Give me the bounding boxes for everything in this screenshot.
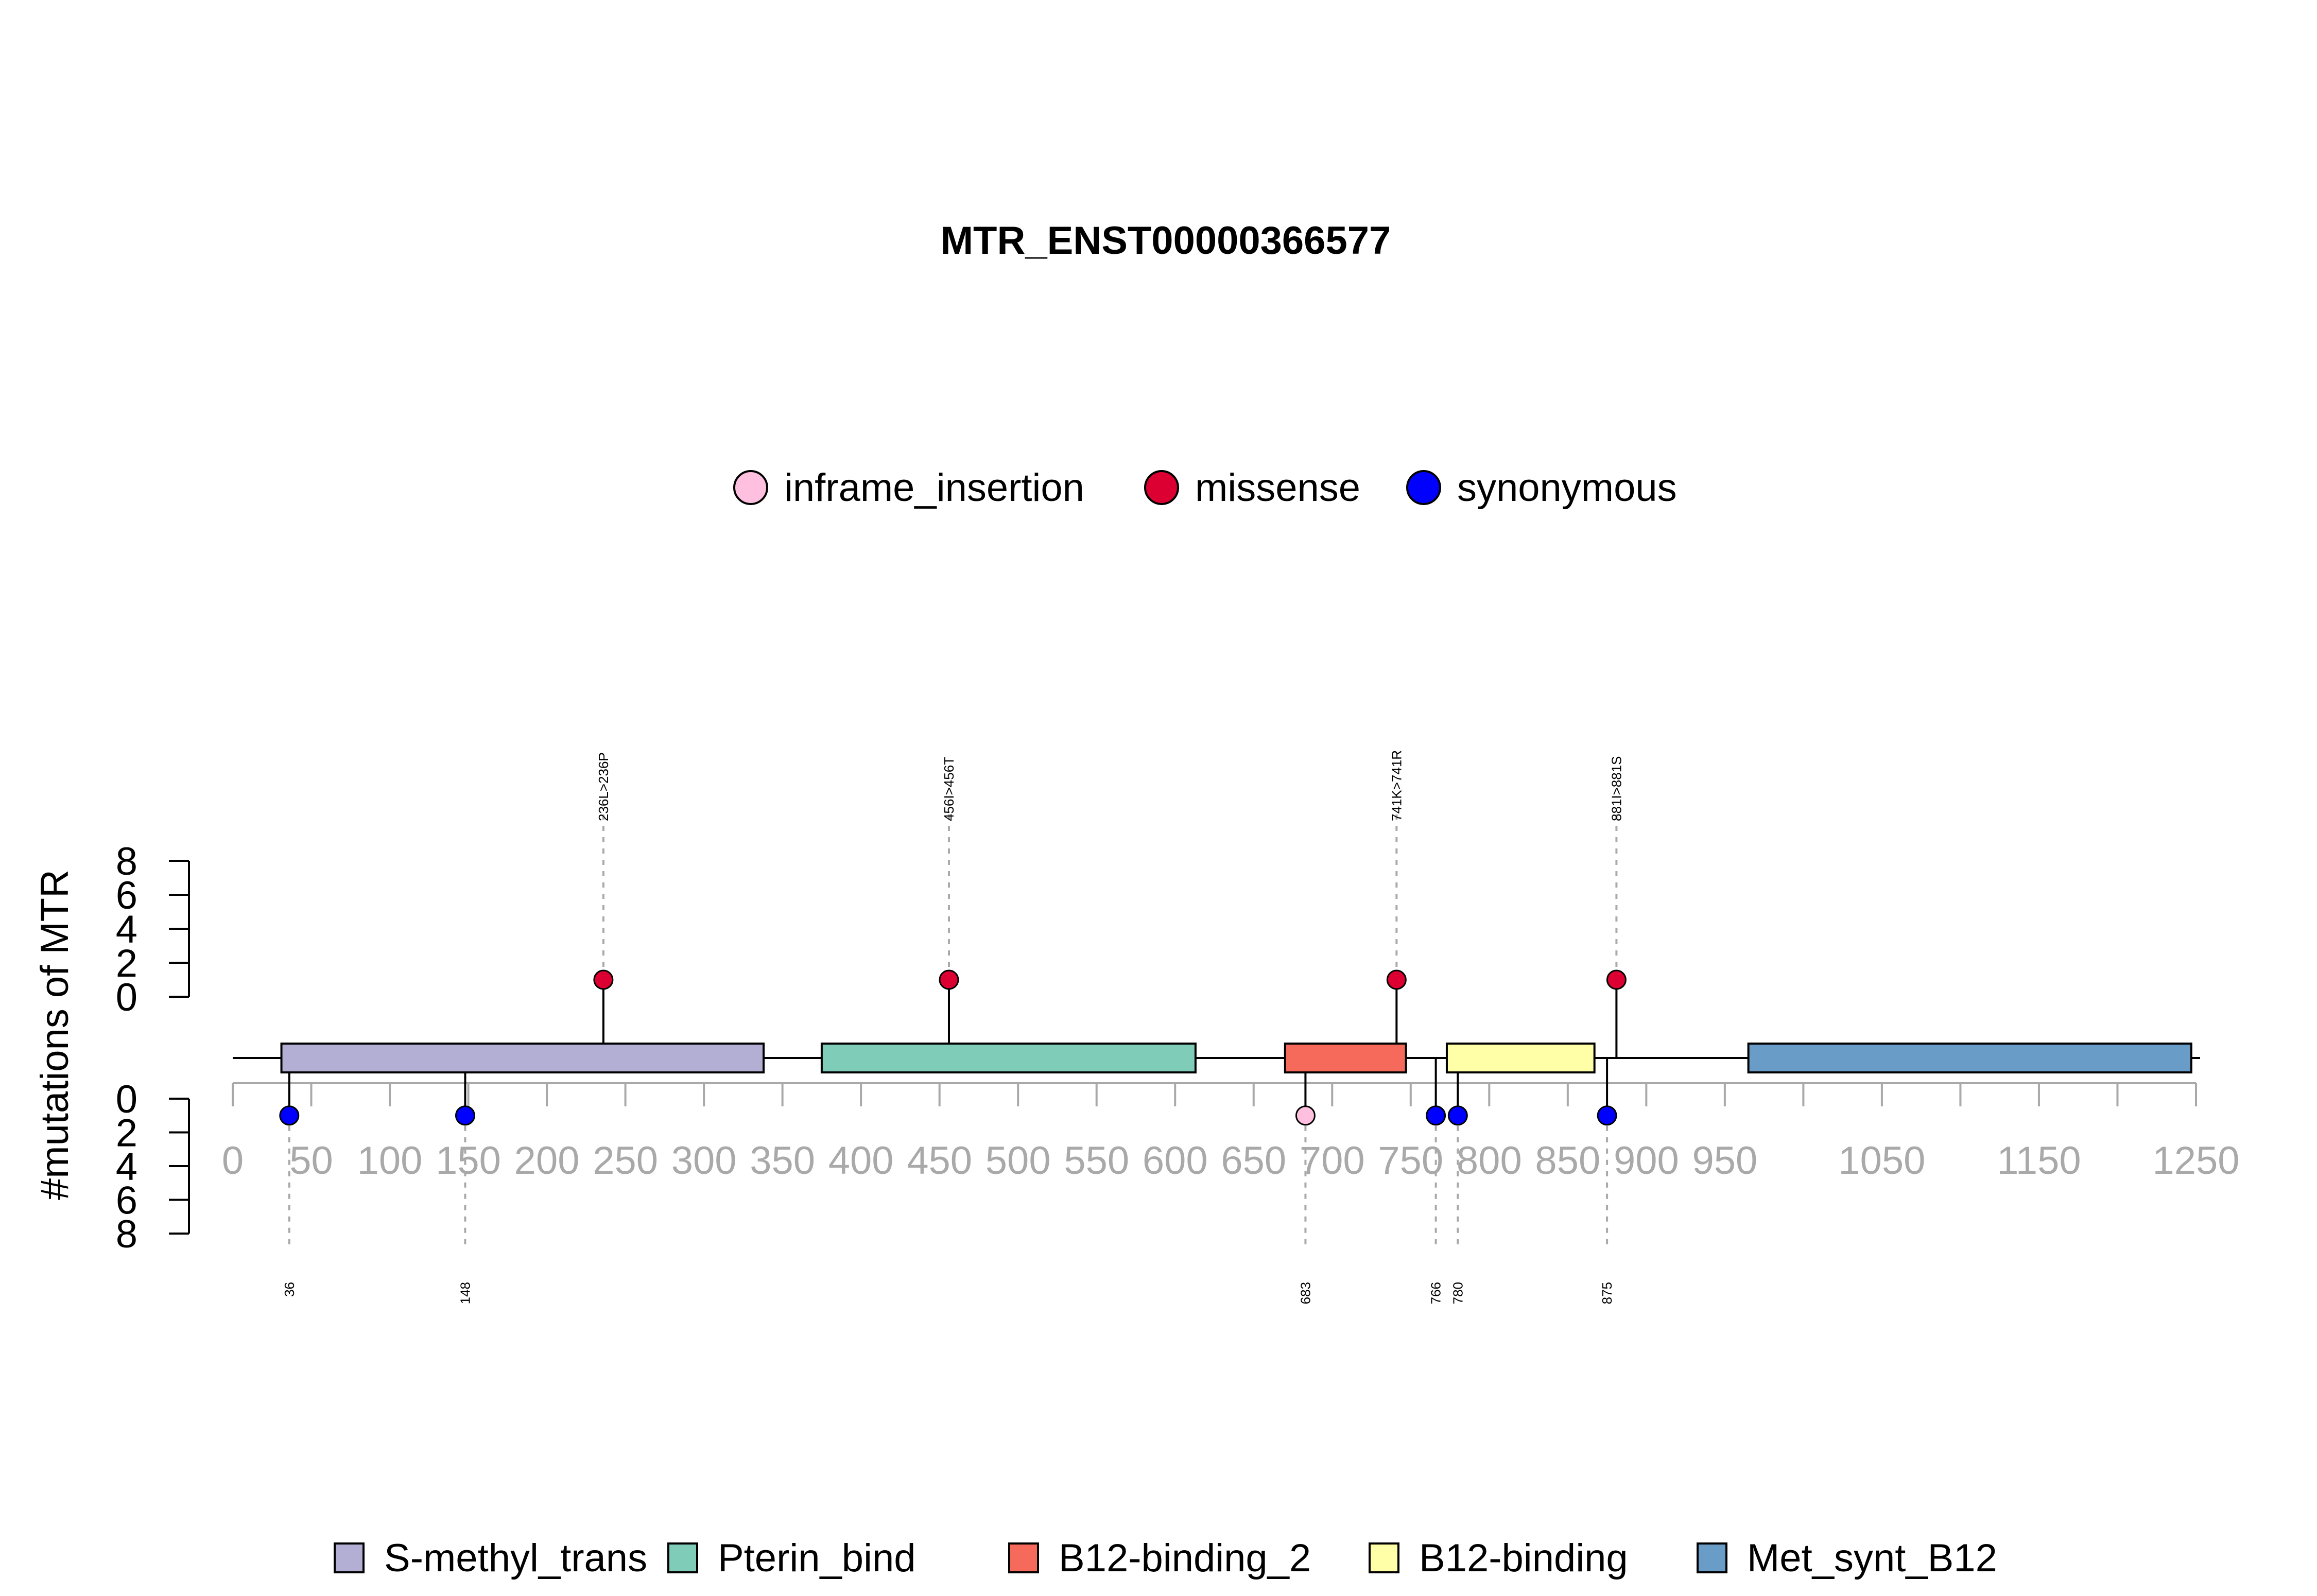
- legend-item-missense: missense: [1144, 466, 1360, 510]
- legend-marker-inframe_insertion: [733, 470, 768, 505]
- protein-domains: [280, 1043, 2192, 1073]
- mutation-label-683: 683: [1298, 1282, 1313, 1304]
- mutation-point-683: [1295, 1105, 1316, 1126]
- mutation-point-236: [593, 969, 614, 990]
- mutation-point-36: [279, 1105, 300, 1126]
- x-tick-label: 1150: [1997, 1139, 2081, 1183]
- chart-title: MTR_ENST00000366577: [941, 219, 1391, 263]
- x-tick-label: 250: [593, 1139, 658, 1183]
- x-tick-label: 900: [1614, 1139, 1679, 1183]
- legend-label-missense: missense: [1195, 466, 1360, 510]
- top-y-tick-label: 4: [116, 908, 137, 951]
- mutation-label-236: 236L>236P: [596, 752, 611, 821]
- domain-Pterin_bind: [820, 1043, 1197, 1073]
- x-tick-label: 50: [289, 1139, 333, 1183]
- mutation-point-881: [1606, 969, 1627, 990]
- domain-B12-binding_2: [1284, 1043, 1407, 1073]
- x-tick-label: 0: [222, 1139, 244, 1183]
- x-tick-label: 700: [1300, 1139, 1365, 1183]
- mutation-point-766: [1426, 1105, 1446, 1126]
- x-tick-label: 950: [1692, 1139, 1757, 1183]
- x-tick-label: 1250: [2152, 1139, 2239, 1183]
- domain-B12-binding: [1445, 1043, 1596, 1073]
- x-axis: 0 50 100 150 200 250 300 350 400 450 500 550 600 650 7…: [222, 1082, 2240, 1183]
- x-tick-label: 300: [671, 1139, 737, 1183]
- mutation-label-456: 456I>456T: [941, 757, 957, 821]
- domain-legend-item-Pterin_bind: Pterin_bind: [667, 1536, 916, 1580]
- domain-legend-label-S-methyl_trans: S-methyl_trans: [384, 1536, 647, 1580]
- mutation-point-780: [1447, 1105, 1468, 1126]
- mutation-label-36: 36: [282, 1282, 297, 1297]
- top-y-tick-label: 2: [116, 942, 137, 985]
- domain-legend-swatch-B12-binding: [1369, 1542, 1399, 1573]
- x-tick-label: 850: [1535, 1139, 1600, 1183]
- domain-Met_synt_B12: [1747, 1043, 2192, 1073]
- domain-legend-swatch-Pterin_bind: [667, 1542, 698, 1573]
- legend-item-inframe_insertion: inframe_insertion: [733, 466, 1084, 510]
- x-tick-label: 800: [1457, 1139, 1522, 1183]
- bottom-y-tick-label: 6: [116, 1179, 137, 1223]
- x-tick-label: 600: [1143, 1139, 1208, 1183]
- bottom-y-tick-label: 8: [116, 1212, 137, 1256]
- bottom-y-tick-label: 0: [116, 1078, 137, 1121]
- domain-legend-item-B12-binding_2: B12-binding_2: [1008, 1536, 1311, 1580]
- domain-legend-label-Pterin_bind: Pterin_bind: [718, 1536, 916, 1580]
- x-tick-label: 200: [514, 1139, 580, 1183]
- y-axis-label: #mutations of MTR: [33, 870, 77, 1200]
- top-y-tick-label: 6: [116, 874, 137, 917]
- legend-marker-missense: [1144, 470, 1179, 505]
- domain-legend-label-Met_synt_B12: Met_synt_B12: [1747, 1536, 1997, 1580]
- mutation-label-766: 766: [1428, 1282, 1444, 1304]
- x-tick-label: 400: [828, 1139, 894, 1183]
- domain-legend-item-S-methyl_trans: S-methyl_trans: [334, 1536, 647, 1580]
- legend-item-synonymous: synonymous: [1406, 466, 1677, 510]
- x-tick-label: 100: [357, 1139, 423, 1183]
- domain-legend: S-methyl_trans Pterin_bind B12-binding_2 B1…: [334, 1536, 1997, 1580]
- bottom-y-tick-label: 4: [116, 1145, 137, 1189]
- lollipop-points: 236L>236P 456I>456T 741K>741R 881I>881S 36 14…: [279, 750, 1627, 1304]
- domain-legend-label-B12-binding: B12-binding: [1419, 1536, 1628, 1580]
- legend-label-synonymous: synonymous: [1457, 466, 1677, 510]
- domain-S-methyl_trans: [280, 1043, 765, 1073]
- mutation-label-780: 780: [1450, 1282, 1465, 1304]
- mutation-label-148: 148: [457, 1282, 473, 1304]
- domain-legend-swatch-S-methyl_trans: [334, 1542, 365, 1573]
- domain-legend-swatch-B12-binding_2: [1008, 1542, 1039, 1573]
- x-tick-label: 550: [1064, 1139, 1129, 1183]
- x-tick-label: 150: [436, 1139, 501, 1183]
- domain-legend-label-B12-binding_2: B12-binding_2: [1059, 1536, 1311, 1580]
- mutation-point-741: [1386, 969, 1407, 990]
- x-tick-label: 350: [750, 1139, 815, 1183]
- x-tick-label: 450: [907, 1139, 972, 1183]
- mutation-label-875: 875: [1599, 1282, 1615, 1304]
- domain-legend-swatch-Met_synt_B12: [1697, 1542, 1727, 1573]
- domain-legend-item-Met_synt_B12: Met_synt_B12: [1697, 1536, 1997, 1580]
- mutation-point-148: [455, 1105, 475, 1126]
- x-tick-label: 650: [1221, 1139, 1286, 1183]
- x-tick-label: 500: [985, 1139, 1051, 1183]
- bottom-y-tick-label: 2: [116, 1112, 137, 1155]
- mutation-point-875: [1597, 1105, 1617, 1126]
- legend-marker-synonymous: [1406, 470, 1441, 505]
- mutation-point-456: [939, 969, 959, 990]
- x-tick-label: 1050: [1838, 1139, 1925, 1183]
- mutation-label-741: 741K>741R: [1389, 750, 1404, 821]
- x-tick-label: 750: [1378, 1139, 1443, 1183]
- legend-label-inframe_insertion: inframe_insertion: [784, 466, 1084, 510]
- mutation-label-881: 881I>881S: [1609, 756, 1624, 821]
- top-y-tick-label: 8: [116, 840, 137, 883]
- top-y-tick-label: 0: [116, 976, 137, 1019]
- domain-legend-item-B12-binding: B12-binding: [1369, 1536, 1628, 1580]
- mutation-type-legend: inframe_insertion missense synonymous: [733, 466, 1677, 510]
